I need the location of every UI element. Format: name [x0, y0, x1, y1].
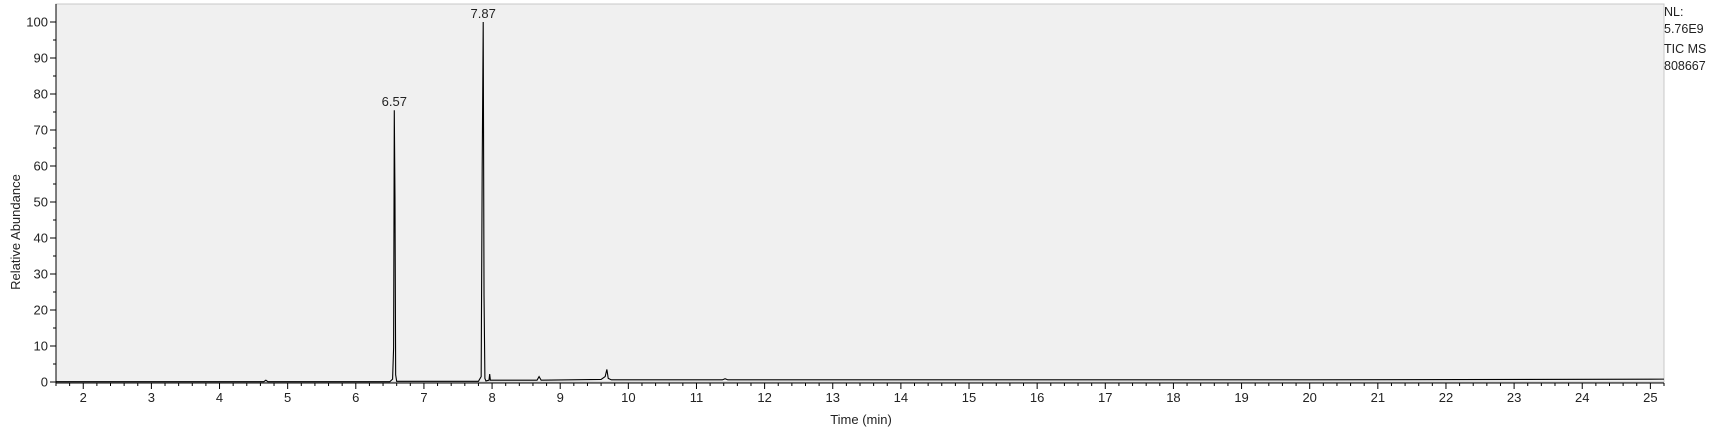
- x-tick-label: 9: [557, 390, 564, 405]
- y-tick-label: 10: [34, 339, 48, 354]
- y-tick-label: 80: [34, 87, 48, 102]
- x-tick-label: 13: [826, 390, 840, 405]
- y-axis-label: Relative Abundance: [8, 174, 23, 290]
- x-tick-label: 11: [690, 390, 704, 405]
- x-tick-label: 17: [1098, 390, 1112, 405]
- x-tick-label: 25: [1643, 390, 1657, 405]
- x-tick-label: 23: [1507, 390, 1521, 405]
- x-tick-label: 24: [1575, 390, 1589, 405]
- x-tick-label: 21: [1371, 390, 1385, 405]
- x-tick-label: 2: [80, 390, 87, 405]
- y-tick-label: 20: [34, 303, 48, 318]
- peak-label: 7.87: [471, 6, 496, 21]
- y-tick-label: 100: [26, 15, 48, 30]
- x-tick-label: 6: [352, 390, 359, 405]
- chromatogram-trace: [56, 21, 1665, 383]
- y-tick-label: 50: [34, 195, 48, 210]
- y-axis: 0 10 20 30 40 50 60 70 80 90 100: [26, 4, 57, 390]
- x-tick-label: 10: [621, 390, 635, 405]
- x-tick-label: 14: [894, 390, 908, 405]
- plot-area-background: [55, 3, 1665, 383]
- file-id: 808667: [1664, 58, 1706, 73]
- trace-info-panel: NL: 5.76E9 TIC MS 808667: [1664, 4, 1706, 74]
- x-tick-label: 12: [757, 390, 771, 405]
- x-tick-label: 7: [420, 390, 427, 405]
- y-tick-label: 0: [41, 375, 48, 390]
- peak-label: 6.57: [382, 94, 407, 109]
- y-tick-label: 60: [34, 159, 48, 174]
- series-layer: [56, 21, 1665, 383]
- x-tick-label: 16: [1030, 390, 1044, 405]
- y-tick-label: 90: [34, 51, 48, 66]
- x-tick-label: 20: [1302, 390, 1316, 405]
- x-tick-label: 15: [962, 390, 976, 405]
- nl-label: NL:: [1664, 5, 1684, 19]
- trace-type: TIC MS: [1664, 42, 1707, 56]
- y-tick-label: 30: [34, 267, 48, 282]
- x-tick-label: 3: [148, 390, 155, 405]
- x-axis: 2 3 4 5 6 7 8 9 10 11 12 13 14 15 16 17 18 19 20 21 22 23 24 25: [55, 382, 1665, 405]
- annotation-layer: 6.57 7.87: [382, 6, 496, 109]
- x-tick-label: 19: [1234, 390, 1248, 405]
- x-tick-label: 22: [1439, 390, 1453, 405]
- x-tick-label: 4: [216, 390, 223, 405]
- y-tick-label: 70: [34, 123, 48, 138]
- x-tick-label: 8: [488, 390, 495, 405]
- y-tick-label: 40: [34, 231, 48, 246]
- x-axis-label: Time (min): [830, 412, 892, 427]
- nl-value: 5.76E9: [1664, 21, 1704, 36]
- x-tick-label: 18: [1166, 390, 1180, 405]
- x-tick-label: 5: [284, 390, 291, 405]
